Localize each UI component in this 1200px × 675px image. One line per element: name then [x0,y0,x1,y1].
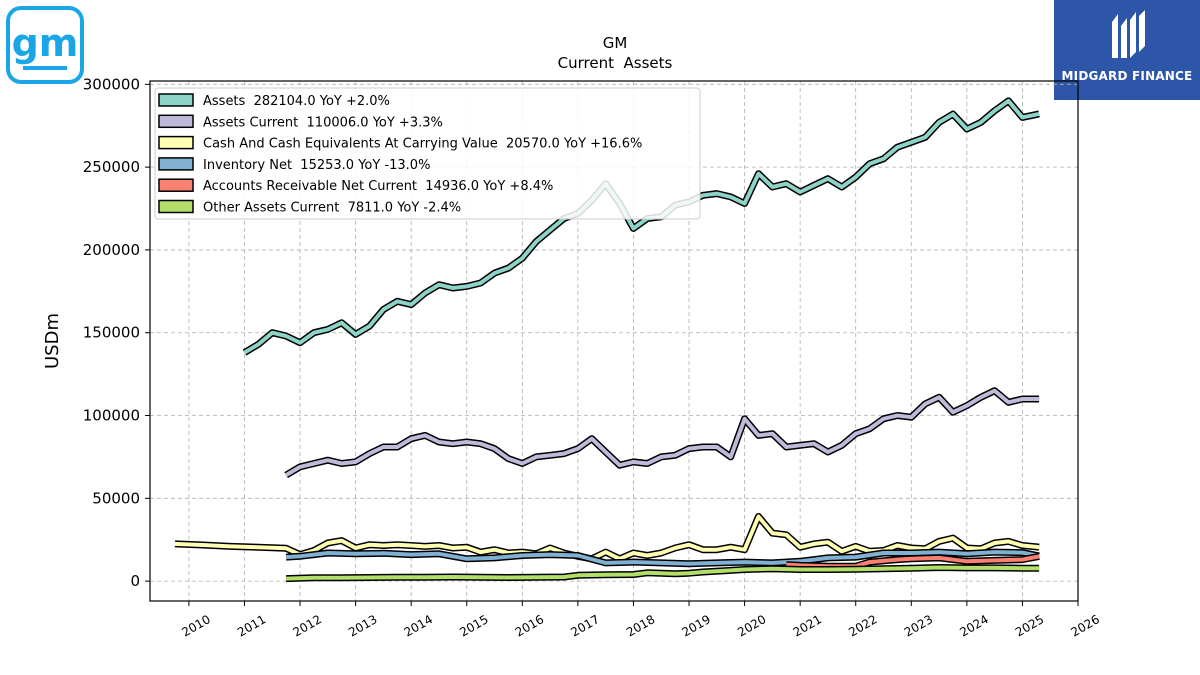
gm-logo: gm [6,6,84,84]
series-line [286,565,1040,581]
x-tick-label: 2026 [1069,612,1102,639]
legend-swatch [158,157,194,171]
x-tick-label: 2023 [902,612,935,639]
x-tick-label: 2014 [402,612,435,639]
brand-name: MIDGARD FINANCE [1061,69,1193,83]
x-tick-label: 2024 [957,612,990,639]
y-tick-label: 150000 [83,324,140,342]
y-tick-label: 250000 [83,158,140,176]
y-tick-label: 0 [130,572,140,590]
legend-swatch [158,199,194,214]
legend-swatch [158,93,194,107]
y-tick-label: 50000 [92,489,140,507]
y-axis-label: USDm [42,313,63,369]
y-tick-label: 300000 [83,75,140,93]
legend-swatch [158,135,194,150]
x-tick-label: 2025 [1013,612,1046,639]
series-line [243,98,1040,355]
x-tick-label: 2011 [235,612,268,639]
y-tick-label: 100000 [83,407,140,425]
x-tick-label: 2016 [513,612,546,639]
plot-frame [149,80,1079,602]
x-tick-label: 2013 [346,612,379,639]
x-tick-label: 2017 [568,612,601,639]
chart-title: GM [603,34,628,52]
x-tick-label: 2015 [457,612,490,639]
plot-series [174,97,1040,583]
legend-box [154,87,701,220]
legend-label: Other Assets Current 7811.0 YoY -2.4% [203,201,461,216]
midgard-logo-icon [1112,10,1145,58]
chart-subtitle: Current Assets [558,54,673,72]
legend-swatch [158,178,194,192]
x-tick-label: 2022 [846,612,879,639]
y-tick-label: 200000 [83,241,140,259]
x-tick-label: 2021 [791,612,824,639]
x-tick-label: 2020 [735,612,768,639]
series-1 [284,387,1040,479]
x-tick-label: 2010 [179,612,212,639]
series-3 [285,548,1040,568]
legend-label: Assets 282104.0 YoY +2.0% [203,94,390,109]
series-line [285,388,1040,477]
x-tick-label: 2019 [680,612,713,639]
x-tick-label: 2018 [624,612,657,639]
legend: Assets 282104.0 YoY +2.0% Assets Current … [154,87,701,220]
x-tick-label: 2012 [291,612,324,639]
legend-label: Inventory Net 15253.0 YoY -13.0% [203,158,430,173]
series-2 [174,513,1040,563]
legend-label: Assets Current 110006.0 YoY +3.3% [203,115,443,130]
series-0 [242,97,1040,356]
series-5 [285,564,1040,583]
gm-logo-text: gm [12,21,79,65]
series-line [174,514,1040,561]
legend-swatch [158,114,194,129]
series-line [285,550,1040,566]
legend-label: Cash And Cash Equivalents At Carrying Va… [203,137,642,152]
legend-label: Accounts Receivable Net Current 14936.0 … [203,179,553,194]
